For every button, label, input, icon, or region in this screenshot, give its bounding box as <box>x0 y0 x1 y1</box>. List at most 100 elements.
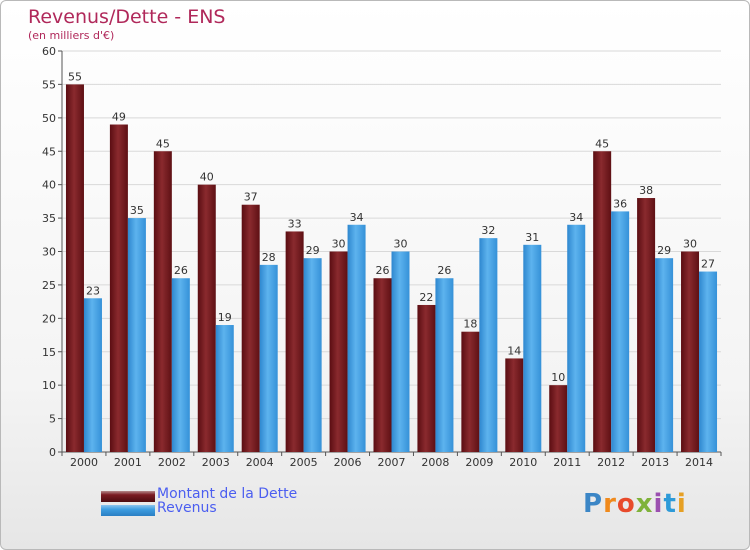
legend-swatch-dette <box>101 491 155 502</box>
x-tick-label: 2001 <box>114 456 142 469</box>
data-label: 33 <box>288 217 302 230</box>
x-tick-label: 2002 <box>158 456 186 469</box>
data-label: 22 <box>419 291 433 304</box>
data-label: 29 <box>657 244 671 257</box>
legend-label-dette: Montant de la Dette <box>157 486 298 502</box>
chart-title: Revenus/Dette - ENS <box>28 6 226 28</box>
bar-revenus <box>435 278 454 452</box>
data-label: 28 <box>262 251 276 264</box>
bar-revenus <box>699 271 718 452</box>
data-label: 55 <box>68 70 82 83</box>
bar-dette <box>549 385 568 452</box>
y-tick-label: 15 <box>42 346 56 359</box>
data-label: 40 <box>200 171 214 184</box>
bar-chart: 0 5 10 15 20 25 30 35 40 45 50 55 60 55 23 2000 49 35 2001… <box>42 45 722 469</box>
bar-revenus <box>567 224 586 452</box>
y-tick-label: 40 <box>42 179 56 192</box>
y-tick-label: 60 <box>42 45 56 58</box>
data-label: 45 <box>156 137 170 150</box>
logo-letter: i <box>653 489 664 519</box>
data-label: 35 <box>130 204 144 217</box>
data-label: 36 <box>613 197 627 210</box>
x-tick-label: 2014 <box>685 456 713 469</box>
bar-revenus <box>303 258 322 452</box>
data-label: 34 <box>569 211 583 224</box>
data-label: 30 <box>332 238 346 251</box>
data-label: 26 <box>437 264 451 277</box>
bar-revenus <box>83 298 102 452</box>
bar-revenus <box>655 258 674 452</box>
y-tick-label: 55 <box>42 78 56 91</box>
data-label: 38 <box>639 184 653 197</box>
y-tick-label: 0 <box>49 446 56 459</box>
bar-revenus <box>347 224 366 452</box>
data-label: 49 <box>112 111 126 124</box>
bar-dette <box>109 124 128 453</box>
x-tick-label: 2008 <box>421 456 449 469</box>
bar-revenus <box>171 278 190 452</box>
bar-dette <box>285 231 304 452</box>
x-tick-label: 2000 <box>70 456 98 469</box>
y-tick-label: 25 <box>42 279 56 292</box>
y-tick-label: 50 <box>42 112 56 125</box>
bar-revenus <box>479 238 498 452</box>
bar-revenus <box>391 251 410 452</box>
logo-letter: o <box>616 489 636 519</box>
bar-revenus <box>127 218 146 452</box>
y-tick-label: 5 <box>49 413 56 426</box>
data-label: 23 <box>86 284 100 297</box>
x-tick-label: 2013 <box>641 456 669 469</box>
data-label: 18 <box>463 318 477 331</box>
bar-dette <box>153 151 172 452</box>
logo-letter: P <box>583 489 604 519</box>
x-tick-label: 2004 <box>246 456 274 469</box>
data-label: 34 <box>350 211 364 224</box>
data-label: 31 <box>525 231 539 244</box>
data-label: 45 <box>595 137 609 150</box>
data-label: 29 <box>306 244 320 257</box>
bar-dette <box>65 84 84 453</box>
y-tick-label: 20 <box>42 312 56 325</box>
bar-dette <box>373 278 392 452</box>
y-tick-label: 45 <box>42 145 56 158</box>
x-tick-label: 2005 <box>290 456 318 469</box>
bar-revenus <box>215 325 234 452</box>
bar-dette <box>241 204 260 452</box>
bar-dette <box>329 251 348 452</box>
logo-letter: r <box>603 489 617 519</box>
data-label: 26 <box>174 264 188 277</box>
bar-revenus <box>611 211 630 452</box>
legend-label-revenus: Revenus <box>157 500 217 516</box>
x-tick-label: 2007 <box>378 456 406 469</box>
y-tick-label: 10 <box>42 379 56 392</box>
x-tick-label: 2006 <box>334 456 362 469</box>
bar-dette <box>681 251 700 452</box>
data-label: 32 <box>481 224 495 237</box>
bar-dette <box>637 198 656 452</box>
x-tick-label: 2003 <box>202 456 230 469</box>
bar-dette <box>505 358 524 452</box>
x-tick-label: 2012 <box>597 456 625 469</box>
bar-revenus <box>523 244 542 452</box>
bar-revenus <box>259 264 278 452</box>
bar-dette <box>461 331 480 452</box>
y-tick-label: 35 <box>42 212 56 225</box>
proxiti-logo: Proxiti <box>583 489 687 519</box>
x-tick-label: 2010 <box>509 456 537 469</box>
logo-letter: t <box>663 489 677 519</box>
bar-dette <box>197 184 216 452</box>
data-label: 14 <box>507 344 521 357</box>
logo-letter: i <box>676 489 687 519</box>
data-label: 30 <box>683 238 697 251</box>
data-label: 30 <box>394 238 408 251</box>
y-tick-label: 30 <box>42 246 56 259</box>
data-label: 10 <box>551 371 565 384</box>
data-label: 27 <box>701 258 715 271</box>
data-label: 37 <box>244 191 258 204</box>
data-label: 26 <box>376 264 390 277</box>
chart-subtitle: (en milliers d'€) <box>28 29 115 42</box>
x-tick-label: 2011 <box>553 456 581 469</box>
bar-dette <box>417 304 436 452</box>
logo-letter: x <box>635 489 654 519</box>
